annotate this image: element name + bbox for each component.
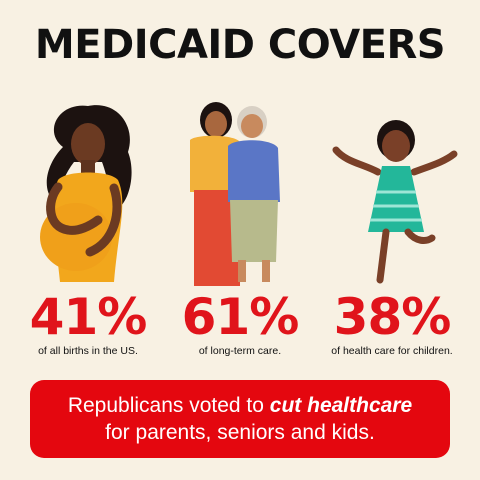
banner-line-2: for parents, seniors and kids.	[105, 421, 375, 444]
stat-long-term-care: 61% of long-term care.	[160, 290, 320, 357]
stat-percent: 61%	[181, 288, 300, 346]
pregnant-woman-illustration	[40, 105, 132, 282]
stat-children: 38% of health care for children.	[312, 290, 472, 357]
two-women-illustration	[190, 102, 280, 286]
stat-caption: of health care for children.	[331, 345, 453, 357]
girl-illustration	[332, 120, 458, 284]
banner-emphasis: cut healthcare	[269, 394, 413, 417]
banner-prefix: Republicans voted to	[67, 394, 270, 417]
stat-percent: 41%	[29, 288, 148, 346]
stat-caption: of all births in the US.	[38, 345, 138, 357]
stat-caption: of long-term care.	[198, 345, 282, 357]
message-banner: Republicans voted to cut healthcare for …	[30, 380, 450, 458]
banner-line-1: Republicans voted to cut healthcare	[30, 392, 450, 419]
stat-births: 41% of all births in the US.	[8, 290, 168, 357]
stat-percent: 38%	[333, 288, 452, 346]
page-title: MEDICAID COVERS	[34, 22, 446, 68]
